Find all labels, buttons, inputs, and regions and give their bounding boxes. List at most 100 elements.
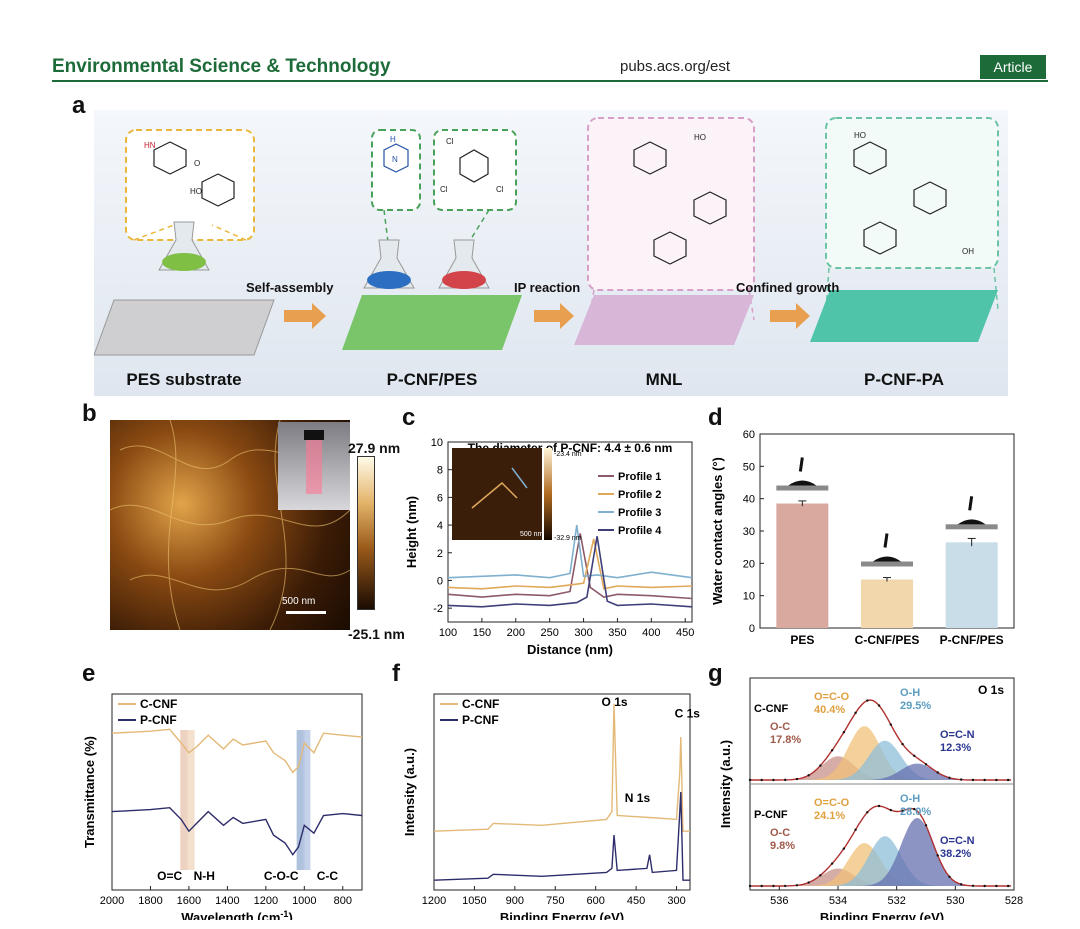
- peak-fit-ccnf-3: [750, 740, 1014, 780]
- svg-text:HN: HN: [144, 141, 156, 150]
- band-nh: [186, 730, 195, 870]
- raw-point: [948, 776, 951, 779]
- component-pct: 38.2%: [940, 848, 971, 860]
- panel-label-f: f: [392, 660, 400, 687]
- svg-text:O: O: [194, 159, 200, 168]
- y-tick-label: 10: [743, 591, 755, 603]
- component-name: O=C-N: [940, 835, 975, 847]
- legend-label-profile-4: Profile 4: [618, 525, 662, 537]
- plot-frame: [447, 441, 693, 623]
- x-tick-label: 350: [608, 627, 626, 639]
- chart-xps-survey: 1200 1050 900 750 600 450 300 Binding Energy (e…: [402, 693, 700, 920]
- series-line-p-cnf: [433, 791, 690, 881]
- raw-point: [936, 771, 939, 774]
- raw-point: [901, 809, 904, 812]
- droplet-icon: [957, 519, 986, 525]
- raw-point: [1006, 884, 1010, 888]
- panel-a-schematic: HN O HO H N Cl Cl Cl HO HO OH: [94, 110, 1008, 396]
- svg-text:Cl: Cl: [446, 137, 454, 146]
- raw-point: [913, 754, 916, 758]
- legend-label-p-cnf: P-CNF: [140, 713, 177, 727]
- annotation-4: C-C: [317, 869, 339, 883]
- raw-point: [995, 884, 998, 888]
- raw-point: [795, 777, 799, 781]
- x-tick-label: 1200: [422, 895, 446, 907]
- raw-point: [1006, 778, 1010, 782]
- substrate-icon: [776, 485, 829, 491]
- x-tick-label: 250: [540, 627, 558, 639]
- x-tick-label: P-CNF/PES: [940, 633, 1004, 647]
- x-tick-label: 100: [439, 627, 457, 639]
- afm-colorbar: [357, 456, 375, 610]
- legend-label-c-cnf: C-CNF: [140, 697, 177, 711]
- raw-point: [819, 874, 822, 877]
- component-pct: 12.3%: [940, 742, 971, 754]
- x-axis-label: Binding Energy (eV): [820, 910, 944, 920]
- arrow-confined-growth: [770, 303, 810, 329]
- arrow-label-confined-growth: Confined growth: [736, 280, 840, 295]
- arrow-label-ip-reaction: IP reaction: [514, 280, 581, 295]
- svg-text:N: N: [392, 155, 398, 164]
- molecule-box-tmc: [433, 129, 517, 211]
- raw-point: [772, 884, 775, 888]
- y-axis-label: Transmittance (%): [82, 736, 97, 848]
- series-line-p-cnf: [111, 806, 363, 856]
- raw-point: [971, 778, 975, 782]
- droplet-icon: [788, 480, 817, 486]
- stage-pcnf-pes: P-CNF/PES: [386, 370, 478, 389]
- series-line-profile-4: [447, 536, 693, 608]
- y-tick-label: 40: [743, 494, 755, 506]
- flask-yellow: [158, 221, 210, 271]
- molecule-box-mnl: [587, 117, 755, 291]
- molecule-box-piperazine: [371, 129, 421, 211]
- raw-point: [784, 884, 787, 888]
- x-tick-label: 600: [587, 895, 605, 907]
- annotation-2: N-H: [194, 869, 215, 883]
- x-tick-label: 300: [574, 627, 592, 639]
- raw-point: [854, 711, 857, 715]
- raw-point: [889, 808, 892, 812]
- raw-point: [924, 763, 928, 766]
- y-tick-label: 0: [437, 575, 443, 587]
- band-coc: [296, 730, 305, 870]
- component-name: O=C-N: [940, 729, 975, 741]
- x-tick-label: 800: [334, 895, 352, 907]
- membrane-pa: [810, 290, 998, 342]
- svg-text:H: H: [390, 135, 396, 144]
- bar-c-cnf-pes: [861, 579, 913, 628]
- x-tick-label: 1000: [292, 895, 316, 907]
- panel-label-d: d: [708, 404, 723, 431]
- raw-point: [854, 828, 857, 831]
- legend-label-p-cnf: P-CNF: [462, 713, 499, 727]
- journal-url[interactable]: pubs.acs.org/est: [620, 58, 731, 75]
- inset-max: -23.4 nm: [554, 451, 582, 458]
- y-tick-label: 2: [437, 548, 443, 560]
- arrow-label-self-assembly: Self-assembly: [246, 280, 334, 295]
- band-cc: [302, 730, 311, 870]
- raw-point: [748, 778, 752, 782]
- component-pct: 28.0%: [900, 806, 931, 818]
- legend-label-profile-2: Profile 2: [618, 489, 661, 501]
- component-pct: 40.4%: [814, 704, 845, 716]
- raw-point: [795, 884, 799, 887]
- y-tick-label: 20: [743, 558, 755, 570]
- panel-label-b: b: [82, 400, 97, 427]
- raw-point: [748, 884, 752, 888]
- annotation-3: C-O-C: [264, 869, 299, 883]
- svg-text:HO: HO: [190, 187, 202, 196]
- subpanel-title: P-CNF: [754, 809, 788, 821]
- band-oc: [180, 730, 189, 870]
- component-name: O-C: [770, 827, 790, 839]
- y-axis-label: Intensity (a.u.): [402, 748, 417, 836]
- component-pct: 24.1%: [814, 810, 845, 822]
- x-tick-label: 450: [676, 627, 694, 639]
- stage-mnl: MNL: [645, 370, 683, 389]
- series-line-c-cnf: [111, 728, 363, 774]
- chart-ftir: 2000 1800 1600 1400 1200 1000 800 Wavelength (c…: [82, 693, 363, 920]
- raw-point: [960, 778, 963, 781]
- peak-fit-pcnf-3: [750, 836, 1014, 886]
- annotation-peak-1: O 1s: [602, 695, 628, 709]
- needle-icon: [798, 457, 804, 472]
- svg-text:HO: HO: [854, 131, 866, 140]
